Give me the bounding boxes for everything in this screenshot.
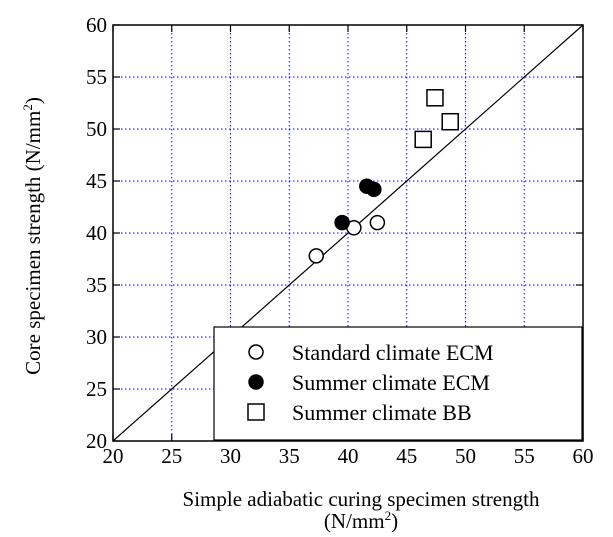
legend: Standard climate ECM Summer climate ECM Su… (213, 326, 583, 441)
y-tick-label: 60 (86, 13, 107, 37)
axis-ticks: 20 25 30 35 40 45 50 55 60 20 25 30 35 40 45 50 55 60 (86, 13, 594, 468)
y-tick-label: 55 (86, 65, 107, 89)
legend-marker (248, 374, 264, 390)
reference-line (112, 24, 584, 442)
y-axis-unit-close: ) (21, 97, 45, 104)
y-tick-label: 25 (86, 377, 107, 401)
legend-label: Summer climate BB (292, 400, 472, 425)
y-tick-label: 30 (86, 325, 107, 349)
data-point (369, 214, 386, 231)
x-axis-unit-close: ) (391, 509, 398, 533)
legend-marker (248, 344, 264, 360)
x-tick-label: 55 (514, 444, 535, 468)
data-point (426, 89, 444, 107)
x-tick-label: 40 (338, 444, 359, 468)
y-tick-label: 35 (86, 273, 107, 297)
x-axis-title-line1: Simple adiabatic curing specimen strengt… (183, 487, 540, 511)
x-tick-label: 60 (573, 444, 594, 468)
data-point (308, 248, 325, 264)
x-tick-label: 35 (279, 444, 300, 468)
legend-marker (247, 403, 265, 421)
x-tick-label: 45 (396, 444, 417, 468)
legend-label: Standard climate ECM (292, 340, 494, 365)
x-axis-title-line2: (N/mm2) (324, 508, 398, 533)
reference-line-group (112, 24, 584, 442)
x-tick-label: 30 (220, 444, 241, 468)
data-point (334, 214, 350, 231)
data-point (366, 181, 382, 198)
y-axis-title-text: Core specimen strength (N/mm (21, 111, 45, 375)
y-tick-label: 40 (86, 221, 107, 245)
x-tick-label: 25 (161, 444, 182, 468)
x-tick-label: 50 (455, 444, 476, 468)
legend-frame (213, 326, 583, 441)
data-points (308, 89, 459, 264)
data-point (414, 130, 432, 149)
y-axis-title: Core specimen strength (N/mm2) (20, 97, 45, 375)
y-tick-label: 45 (86, 169, 107, 193)
x-tick-label: 20 (103, 444, 124, 468)
y-tick-label: 20 (86, 429, 107, 453)
x-axis-unit-sup: 2 (385, 508, 392, 523)
legend-label: Summer climate ECM (292, 370, 490, 395)
y-axis-unit-sup: 2 (20, 104, 35, 111)
data-point (441, 112, 459, 131)
x-axis-unit: (N/mm (324, 509, 385, 533)
y-tick-label: 50 (86, 117, 107, 141)
